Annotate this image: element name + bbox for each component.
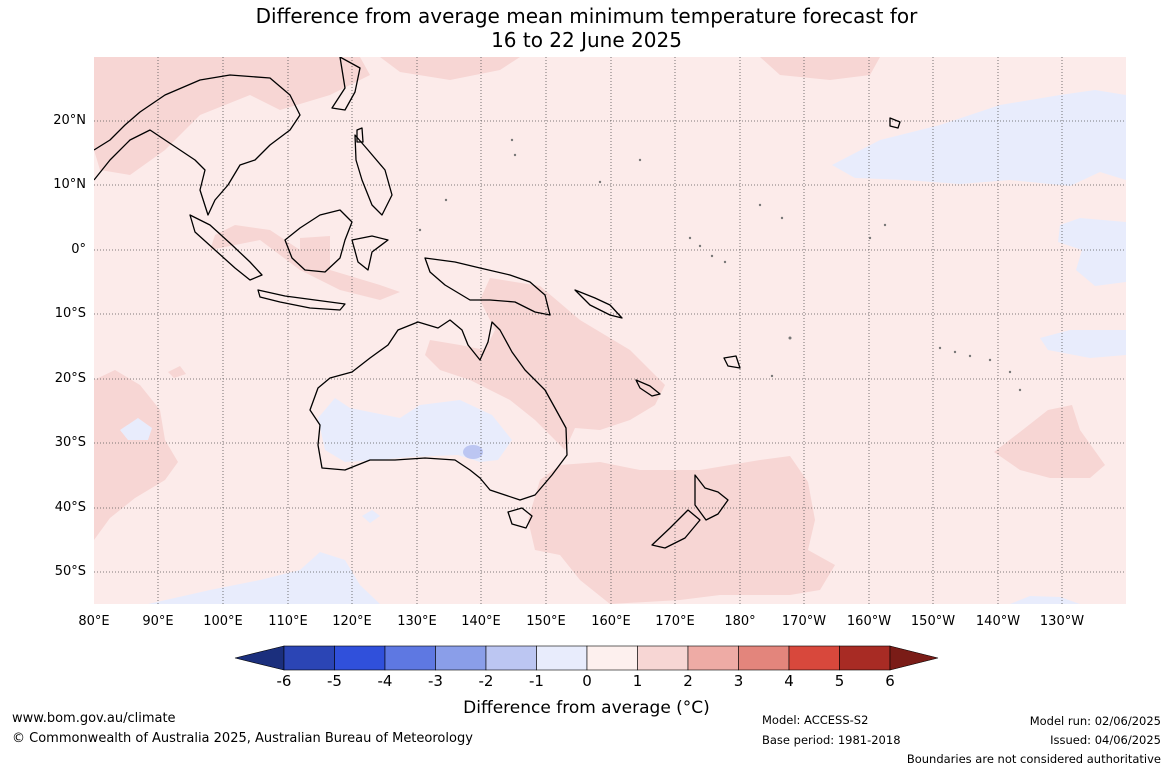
issued-date: Issued: 04/06/2025 <box>1050 733 1161 747</box>
cool-anomaly-regions <box>120 90 1126 604</box>
colorbar-right-arrow <box>889 645 939 671</box>
colorbar-tick: 1 <box>632 672 643 690</box>
colorbar-tick: -5 <box>327 672 342 690</box>
graticule <box>94 57 1126 604</box>
lat-label-30s: 30°S <box>54 435 86 450</box>
borneo-coastline <box>284 209 353 273</box>
colorbar-tick: 2 <box>683 672 693 690</box>
lon-label-160e: 160°E <box>591 614 631 629</box>
lon-label-120e: 120°E <box>332 614 372 629</box>
lon-label-90e: 90°E <box>142 614 174 629</box>
java-coastline <box>257 289 346 311</box>
lon-label-130w: 130°W <box>1039 614 1085 629</box>
coastlines <box>94 57 901 549</box>
small-islands <box>418 138 1022 392</box>
cool-anomaly-core <box>463 445 483 459</box>
website-link[interactable]: www.bom.gov.au/climate <box>12 711 176 726</box>
colorbar-tick: 6 <box>885 672 895 690</box>
lat-label-50s: 50°S <box>54 564 86 579</box>
australia-coastline <box>309 319 568 501</box>
colorbar-tick: 3 <box>733 672 744 690</box>
lon-label-140w: 140°W <box>975 614 1021 629</box>
lon-label-180: 180° <box>724 614 756 629</box>
sulawesi-coastline <box>351 235 389 271</box>
lat-label-40s: 40°S <box>54 500 86 515</box>
lon-label-170e: 170°E <box>655 614 695 629</box>
sumatra-coastline <box>189 214 263 281</box>
lon-label-160w: 160°W <box>846 614 892 629</box>
colorbar-left-arrow <box>234 645 285 671</box>
colorbar-tick: 4 <box>784 672 794 690</box>
new-guinea-coastline <box>424 257 551 316</box>
colorbar-tick: -1 <box>529 672 544 690</box>
lat-label-10n: 10°N <box>53 177 86 192</box>
copyright-text: © Commonwealth of Australia 2025, Austra… <box>12 731 473 746</box>
colorbar-tick: 0 <box>582 672 592 690</box>
lon-label-150w: 150°W <box>910 614 956 629</box>
colorbar-tick: -2 <box>478 672 494 690</box>
philippines-coastline <box>354 134 393 216</box>
lat-label-10s: 10°S <box>54 306 86 321</box>
lon-label-130e: 130°E <box>397 614 437 629</box>
colorbar-tick: -6 <box>276 672 292 690</box>
title-line-1: Difference from average mean minimum tem… <box>255 4 918 28</box>
colorbar-tick: -3 <box>428 672 443 690</box>
mainland-asia-coastline <box>94 74 301 216</box>
japan-coastline <box>331 57 361 111</box>
lat-label-0: 0° <box>71 242 86 257</box>
fiji-coastline <box>723 355 741 369</box>
colorbar-tick: -4 <box>377 672 393 690</box>
lon-label-170w: 170°W <box>781 614 827 629</box>
new-zealand-north-coastline <box>694 474 729 521</box>
base-period: Base period: 1981-2018 <box>762 733 901 747</box>
boundaries-disclaimer: Boundaries are not considered authoritat… <box>906 752 1161 766</box>
model-run-date: Model run: 02/06/2025 <box>1029 714 1161 728</box>
colorbar-label: Difference from average (°C) <box>463 698 710 718</box>
lon-label-80e: 80°E <box>78 614 110 629</box>
warm-anomaly-regions <box>94 57 1105 604</box>
hawaii-coastline <box>889 117 901 129</box>
colorbar <box>234 645 939 671</box>
map-title: Difference from average mean minimum tem… <box>0 4 1173 52</box>
lon-label-110e: 110°E <box>268 614 308 629</box>
model-name: Model: ACCESS-S2 <box>762 713 869 727</box>
map-area <box>94 57 1126 604</box>
lon-label-100e: 100°E <box>203 614 243 629</box>
new-zealand-south-coastline <box>651 509 701 549</box>
colorbar-tick: 5 <box>834 672 845 690</box>
title-line-2: 16 to 22 June 2025 <box>491 28 682 52</box>
lat-label-20n: 20°N <box>53 113 86 128</box>
lon-label-140e: 140°E <box>461 614 501 629</box>
lon-label-150e: 150°E <box>526 614 566 629</box>
tasmania-coastline <box>507 507 533 529</box>
solomon-islands-coastline <box>574 289 623 319</box>
lat-label-20s: 20°S <box>54 371 86 386</box>
new-caledonia-coastline <box>635 379 661 397</box>
taiwan-coastline <box>356 127 364 143</box>
